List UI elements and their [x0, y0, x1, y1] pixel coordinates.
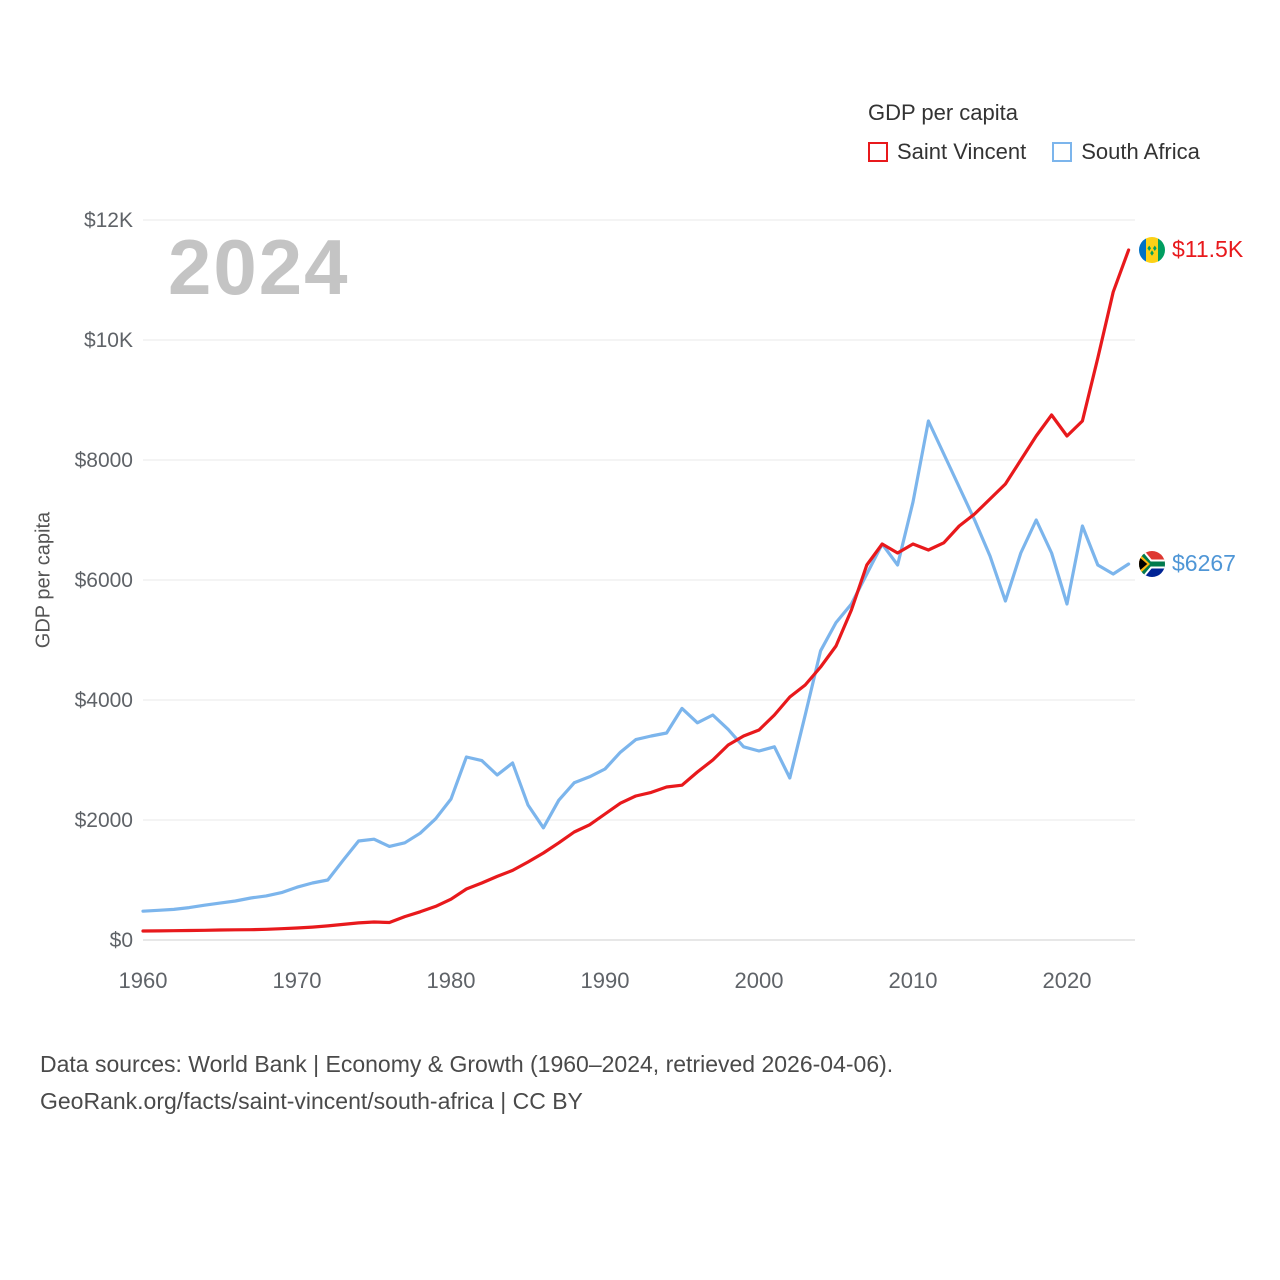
svg-text:$6000: $6000 — [75, 569, 133, 592]
saint-vincent-swatch-icon — [868, 142, 888, 162]
saint-vincent-flag-icon — [1139, 236, 1165, 263]
svg-text:$8000: $8000 — [75, 449, 133, 472]
svg-text:1970: 1970 — [273, 968, 322, 993]
footer-data-sources: Data sources: World Bank | Economy & Gro… — [40, 1051, 894, 1077]
svg-text:1960: 1960 — [119, 968, 168, 993]
footer: Data sources: World Bank | Economy & Gro… — [40, 1046, 893, 1120]
legend-item-saint-vincent[interactable]: Saint Vincent — [868, 139, 1026, 165]
svg-text:$10K: $10K — [84, 329, 133, 352]
south-africa-swatch-icon — [1052, 142, 1073, 162]
footer-attribution: GeoRank.org/facts/saint-vincent/south-af… — [40, 1088, 583, 1114]
legend-items: Saint Vincent South Africa — [868, 139, 1200, 165]
south-africa-end-value: $6267 — [1172, 550, 1236, 576]
year-watermark: 2024 — [168, 223, 350, 311]
svg-text:2020: 2020 — [1043, 968, 1092, 993]
saint-vincent-end-label: $11.5K — [1139, 236, 1243, 263]
legend-item-south-africa[interactable]: South Africa — [1052, 139, 1200, 165]
south-africa-flag-icon — [1139, 550, 1165, 577]
south-africa-end-label: $6267 — [1139, 550, 1236, 577]
chart-legend: GDP per capita Saint Vincent South Afric… — [868, 100, 1200, 165]
legend-label-south-africa: South Africa — [1081, 139, 1200, 164]
legend-label-saint-vincent: Saint Vincent — [897, 139, 1027, 164]
svg-text:$12K: $12K — [84, 209, 133, 232]
line-chart: $0 $2000 $4000 $6000 $8000 $10K $12K 1960 1970 19… — [75, 209, 1135, 993]
svg-text:$4000: $4000 — [75, 689, 133, 712]
legend-title: GDP per capita — [868, 100, 1019, 125]
saint-vincent-end-value: $11.5K — [1172, 236, 1244, 262]
svg-text:$0: $0 — [110, 929, 133, 952]
svg-text:1990: 1990 — [581, 968, 630, 993]
svg-text:2000: 2000 — [735, 968, 784, 993]
y-axis-title: GDP per capita — [32, 511, 55, 649]
svg-text:1980: 1980 — [427, 968, 476, 993]
svg-text:2010: 2010 — [889, 968, 938, 993]
svg-text:$2000: $2000 — [75, 809, 133, 832]
